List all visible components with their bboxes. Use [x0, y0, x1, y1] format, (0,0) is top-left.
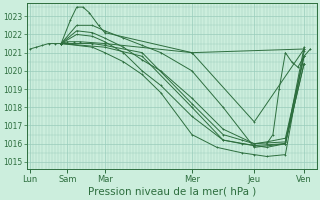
X-axis label: Pression niveau de la mer( hPa ): Pression niveau de la mer( hPa ): [88, 187, 256, 197]
